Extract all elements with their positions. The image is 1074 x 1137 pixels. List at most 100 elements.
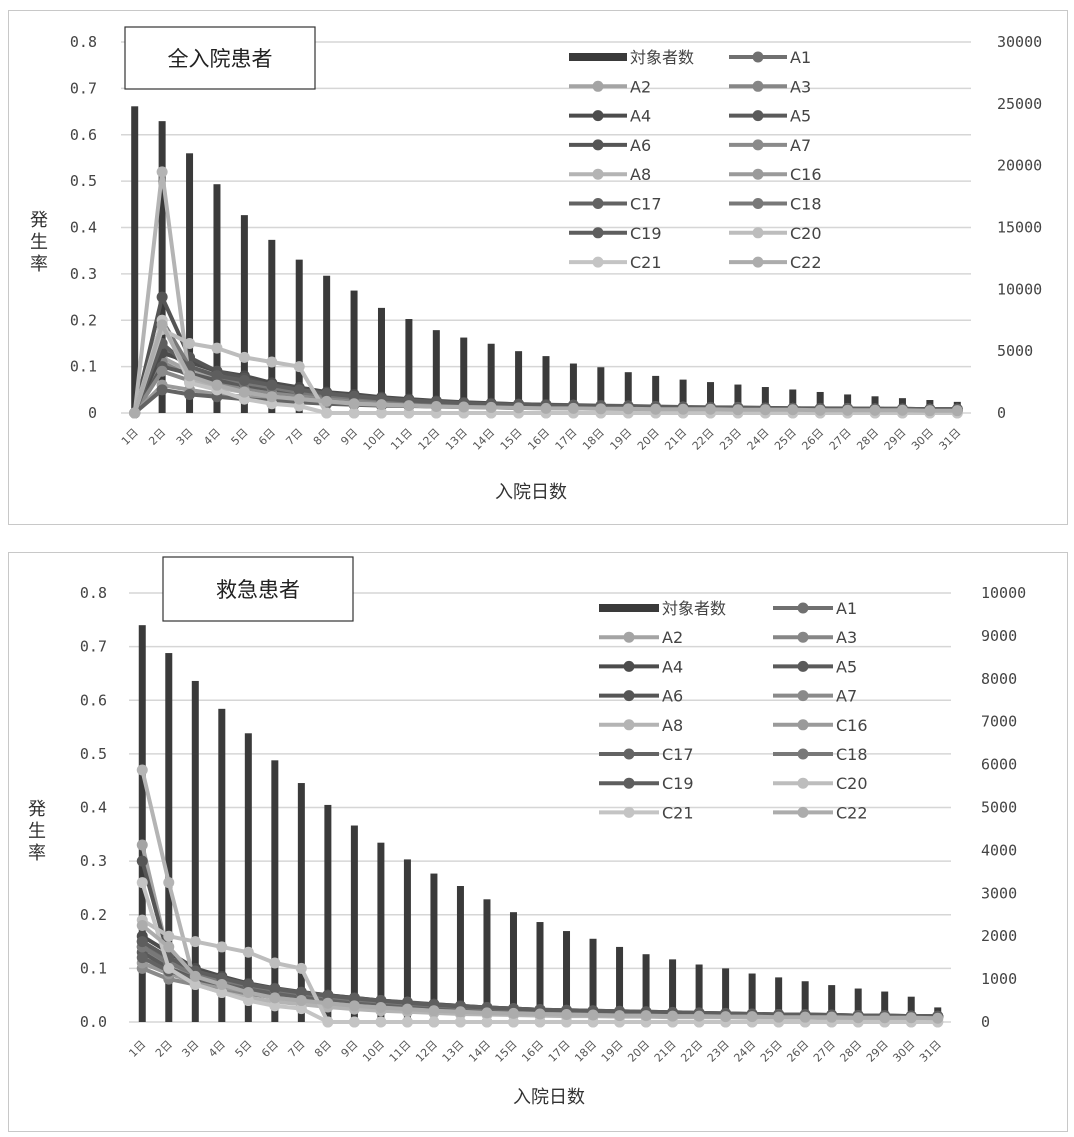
- x-tick-label: 30日: [890, 1038, 917, 1065]
- chart-emergency-patients: 0.0 0.1 0.2 0.3 0.4 0.5 0.6 0.7 0.8 0 1000 2000 3000…: [28, 556, 1026, 1108]
- series-C22: [136, 919, 944, 1024]
- bar-series-対象者数: [138, 625, 942, 1022]
- legend-item: C20: [773, 774, 868, 793]
- bar: [268, 239, 276, 413]
- series-point: [211, 379, 223, 391]
- x-tick-label: 20日: [625, 1038, 652, 1065]
- legend-label: C21: [630, 253, 662, 272]
- bar: [487, 343, 495, 413]
- x-tick-label: 15日: [498, 426, 525, 453]
- legend-label: C18: [836, 745, 868, 764]
- legend-swatch-marker: [797, 719, 809, 731]
- left-tick-label: 0.7: [80, 638, 107, 656]
- legend-swatch-marker: [752, 256, 764, 268]
- x-tick-label: 13日: [443, 426, 470, 453]
- legend-label: C19: [662, 774, 694, 793]
- x-tick-label: 26日: [799, 426, 826, 453]
- x-tick-label: 3日: [179, 1038, 201, 1060]
- bar: [213, 184, 221, 413]
- bar: [542, 356, 550, 413]
- bar: [616, 946, 624, 1022]
- legend-label: 対象者数: [630, 48, 694, 67]
- bar: [707, 382, 715, 413]
- right-tick-label: 0: [997, 404, 1006, 422]
- legend-label: C18: [790, 195, 822, 214]
- right-tick-label: 10000: [997, 280, 1042, 298]
- bar: [761, 387, 769, 413]
- series-point: [136, 919, 148, 931]
- legend-item: C20: [729, 224, 822, 243]
- legend-swatch-marker: [797, 806, 809, 818]
- x-tick-label: 5日: [229, 426, 251, 448]
- legend-label: A4: [662, 657, 683, 676]
- bar-series-対象者数: [131, 106, 961, 414]
- left-tick-label: 0.8: [80, 584, 107, 602]
- legend-item: A3: [773, 628, 857, 647]
- x-tick-label: 28日: [837, 1038, 864, 1065]
- right-tick-label: 9000: [981, 627, 1017, 645]
- series-point: [163, 962, 175, 974]
- legend-label: A4: [630, 107, 651, 126]
- legend-swatch-marker: [752, 227, 764, 239]
- series-point: [375, 399, 387, 411]
- x-tick-label: 11日: [388, 426, 415, 453]
- series-point: [269, 957, 281, 969]
- legend-item: A7: [773, 687, 857, 706]
- bar: [403, 859, 411, 1022]
- series-point: [163, 877, 175, 889]
- y-axis-title-char: 発: [28, 799, 46, 820]
- bar: [191, 680, 199, 1022]
- series-point: [238, 375, 250, 387]
- x-tick-label: 24日: [745, 426, 772, 453]
- series-point: [561, 1008, 573, 1020]
- bar: [405, 319, 413, 413]
- x-tick-label: 8日: [312, 1038, 334, 1060]
- series-point: [129, 407, 141, 419]
- title-box: [162, 556, 354, 622]
- x-tick-label: 13日: [440, 1038, 467, 1065]
- x-tick-label: 5日: [233, 1038, 255, 1060]
- x-axis-ticks: 1日 2日 3日 4日 5日 6日 7日 8日 9日 10日 11日 12日 13日 14日 15日 16日 1…: [119, 426, 964, 453]
- legend-item: A6: [599, 687, 683, 706]
- series-point: [136, 936, 148, 948]
- bar: [775, 977, 783, 1022]
- left-tick-label: 0.2: [70, 311, 97, 329]
- legend-label: A6: [630, 136, 651, 155]
- series-point: [293, 384, 305, 396]
- bar: [460, 337, 468, 413]
- x-tick-label: 22日: [678, 1038, 705, 1065]
- legend-item: C21: [599, 803, 694, 822]
- x-tick-label: 1日: [119, 426, 141, 448]
- series-point: [321, 407, 333, 419]
- legend: 対象者数 A1 A2 A3 A4 A5 A6 A7 A8 C16 C17 C18 C19 C20 C21 C2…: [599, 599, 868, 822]
- bar: [271, 760, 279, 1022]
- left-axis-ticks: 0 0.1 0.2 0.3 0.4 0.5 0.6 0.7 0.8: [70, 33, 97, 422]
- series-point: [163, 930, 175, 942]
- legend-item: A8: [599, 716, 683, 735]
- series-point: [295, 1003, 307, 1015]
- legend-swatch-marker: [752, 198, 764, 209]
- legend-swatch-bar: [569, 53, 627, 61]
- x-tick-label: 27日: [827, 426, 854, 453]
- left-tick-label: 0.4: [80, 799, 107, 817]
- x-tick-label: 9日: [339, 1038, 361, 1060]
- y-axis-title: 発生率: [28, 799, 46, 864]
- x-tick-label: 8日: [311, 426, 333, 448]
- series-point: [454, 1016, 466, 1028]
- x-tick-label: 18日: [580, 426, 607, 453]
- x-tick-label: 19日: [599, 1038, 626, 1065]
- series-point: [481, 1007, 493, 1019]
- series-point: [156, 319, 168, 331]
- series-point: [428, 1005, 440, 1017]
- right-axis-ticks: 0 5000 10000 15000 20000 25000 30000: [997, 33, 1042, 422]
- series-point: [136, 952, 148, 964]
- series-point: [266, 356, 278, 368]
- series-point: [842, 404, 854, 416]
- bar: [165, 653, 173, 1022]
- series-point: [905, 1012, 917, 1024]
- series-point: [269, 983, 281, 995]
- x-tick-label: 25日: [772, 426, 799, 453]
- right-tick-label: 1000: [981, 970, 1017, 988]
- legend-swatch-marker: [592, 256, 604, 268]
- y-axis-title-char: 率: [30, 254, 48, 275]
